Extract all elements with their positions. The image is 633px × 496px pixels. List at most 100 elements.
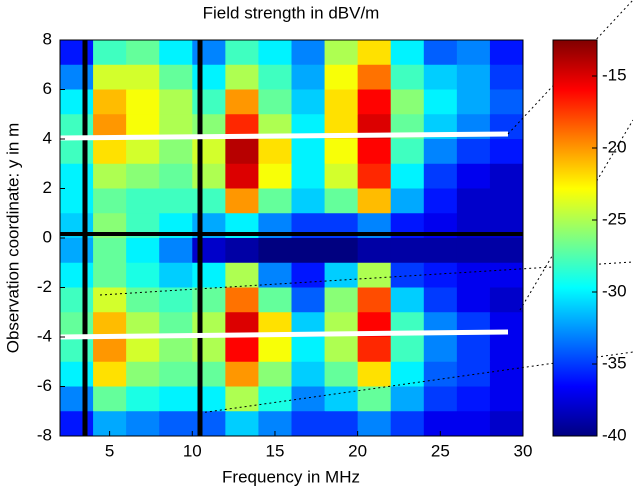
cell <box>456 139 491 165</box>
cell <box>126 287 160 313</box>
cell <box>324 163 359 189</box>
y-tick-label: -8 <box>37 425 52 444</box>
cell <box>258 337 292 363</box>
cell <box>456 163 491 189</box>
cell <box>60 188 94 214</box>
cell <box>192 287 226 313</box>
cell <box>291 64 326 90</box>
cell <box>159 139 193 165</box>
cell <box>390 262 425 288</box>
cell <box>126 312 160 338</box>
cell <box>60 287 94 313</box>
cell <box>291 89 326 115</box>
x-tick-label: 15 <box>266 441 285 460</box>
y-tick-label: 4 <box>43 128 52 147</box>
cell <box>126 337 160 363</box>
cell <box>390 361 425 387</box>
cell <box>390 40 425 66</box>
cell <box>258 64 292 90</box>
cell <box>192 64 226 90</box>
cell <box>324 262 359 288</box>
cell <box>324 386 359 412</box>
colorbar-tick-label: -40 <box>602 425 627 444</box>
x-tick-label: 5 <box>105 441 114 460</box>
cell <box>225 337 259 363</box>
cell <box>60 312 94 338</box>
cell <box>291 337 326 363</box>
cell <box>159 361 193 387</box>
cell <box>225 287 259 313</box>
cell <box>489 386 524 412</box>
cell <box>60 139 94 165</box>
x-tick-label: 10 <box>183 441 202 460</box>
cell <box>357 262 392 288</box>
cell <box>489 188 524 214</box>
cell <box>225 411 259 437</box>
cell <box>390 238 425 264</box>
cell <box>357 361 392 387</box>
cell <box>423 262 458 288</box>
cell <box>60 40 94 66</box>
cell <box>192 386 226 412</box>
dotted-line <box>99 261 633 296</box>
cell <box>456 386 491 412</box>
colorbar <box>552 39 598 437</box>
overlay <box>59 0 633 436</box>
cell <box>258 163 292 189</box>
cell <box>357 386 392 412</box>
x-tick-label: 25 <box>431 441 450 460</box>
cell <box>324 411 359 437</box>
x-axis-label: Frequency in MHz <box>222 467 360 486</box>
cell <box>93 89 127 115</box>
cell <box>126 188 160 214</box>
cell <box>93 139 127 165</box>
cell <box>225 89 259 115</box>
cell <box>93 163 127 189</box>
cell <box>324 337 359 363</box>
cell <box>225 40 259 66</box>
cell <box>423 163 458 189</box>
cell <box>456 89 491 115</box>
cell <box>357 287 392 313</box>
cell <box>258 188 292 214</box>
cell <box>291 287 326 313</box>
cell <box>93 40 127 66</box>
cell <box>390 411 425 437</box>
cell <box>60 163 94 189</box>
scan-line <box>59 131 509 141</box>
cell <box>390 188 425 214</box>
cell <box>93 64 127 90</box>
cell <box>489 238 524 264</box>
cell <box>192 262 226 288</box>
cell <box>225 139 259 165</box>
x-tick-label: 30 <box>514 441 533 460</box>
cell <box>159 163 193 189</box>
cell <box>291 411 326 437</box>
y-tick-label: -4 <box>37 326 52 345</box>
cell <box>423 287 458 313</box>
cell <box>423 337 458 363</box>
cell <box>258 386 292 412</box>
cell <box>93 262 127 288</box>
cell <box>258 40 292 66</box>
y-tick-label: 8 <box>43 29 52 48</box>
cell <box>357 163 392 189</box>
cell <box>126 411 160 437</box>
cell <box>126 139 160 165</box>
cell <box>456 262 491 288</box>
cell <box>390 89 425 115</box>
cell <box>489 89 524 115</box>
cell <box>423 40 458 66</box>
y-tick-label: 2 <box>43 178 52 197</box>
colorbar-tick-label: -30 <box>602 281 627 300</box>
cell <box>159 40 193 66</box>
cell <box>357 188 392 214</box>
cell <box>489 337 524 363</box>
cell <box>159 89 193 115</box>
cell <box>126 64 160 90</box>
cell <box>93 238 127 264</box>
cell <box>60 337 94 363</box>
cell <box>423 386 458 412</box>
cell <box>291 40 326 66</box>
